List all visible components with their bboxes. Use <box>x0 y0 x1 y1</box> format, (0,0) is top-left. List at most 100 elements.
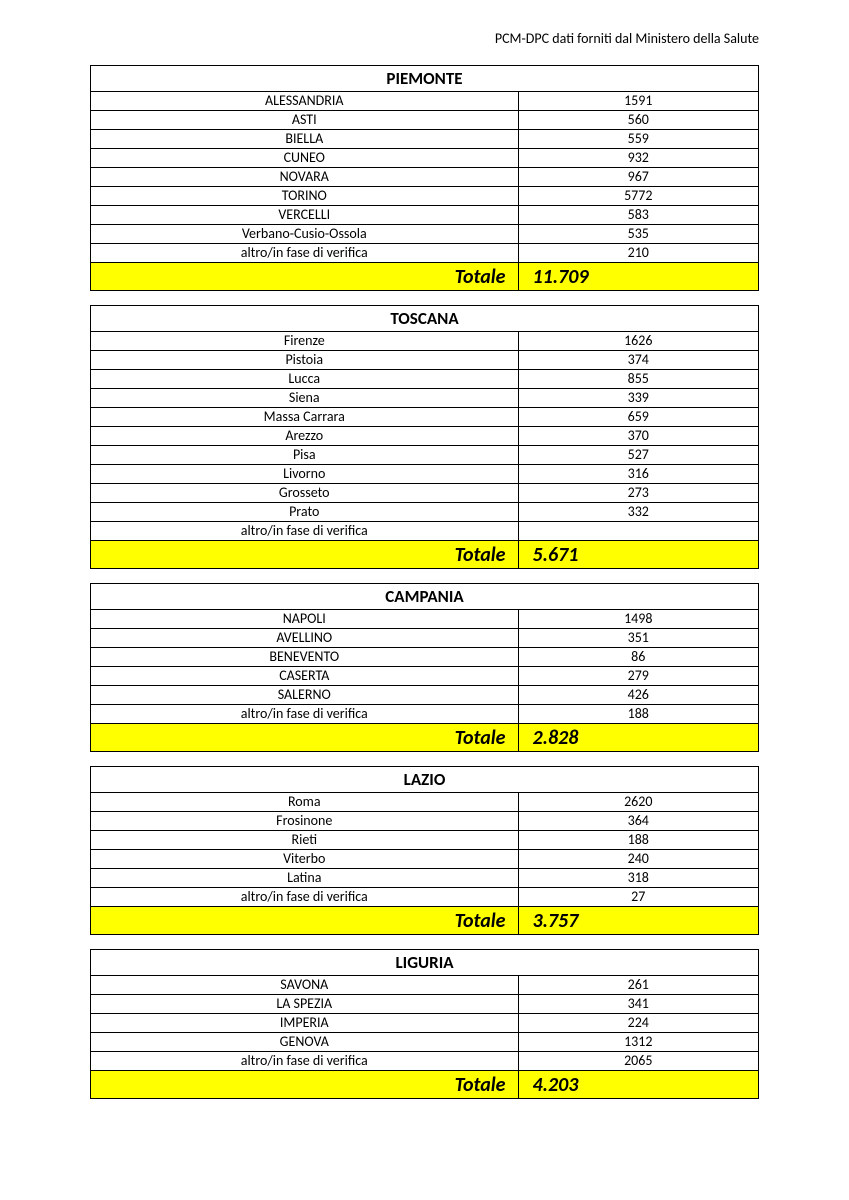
total-value: 2.828 <box>518 724 758 752</box>
province-name: SAVONA <box>91 976 519 995</box>
table-row: Massa Carrara659 <box>91 408 759 427</box>
province-name: Viterbo <box>91 850 519 869</box>
total-label: Totale <box>91 1071 519 1099</box>
table-row: Rieti188 <box>91 831 759 850</box>
table-row: altro/in fase di verifica2065 <box>91 1052 759 1071</box>
province-name: altro/in fase di verifica <box>91 522 519 541</box>
province-name: Lucca <box>91 370 519 389</box>
province-value: 224 <box>518 1014 758 1033</box>
table-row: Latina318 <box>91 869 759 888</box>
total-row: Totale5.671 <box>91 541 759 569</box>
province-name: altro/in fase di verifica <box>91 888 519 907</box>
region-table: LAZIORoma2620Frosinone364Rieti188Viterbo… <box>90 766 759 935</box>
region-table: PIEMONTEALESSANDRIA1591ASTI560BIELLA559C… <box>90 65 759 291</box>
province-name: SALERNO <box>91 686 519 705</box>
table-row: IMPERIA224 <box>91 1014 759 1033</box>
table-row: altro/in fase di verifica <box>91 522 759 541</box>
region-name: LAZIO <box>91 767 759 793</box>
page-header-text: PCM-DPC dati forniti dal Ministero della… <box>90 30 759 47</box>
table-row: NOVARA967 <box>91 168 759 187</box>
province-name: altro/in fase di verifica <box>91 244 519 263</box>
region-header-row: TOSCANA <box>91 306 759 332</box>
table-row: Viterbo240 <box>91 850 759 869</box>
province-value: 559 <box>518 130 758 149</box>
province-name: Firenze <box>91 332 519 351</box>
province-value: 374 <box>518 351 758 370</box>
province-name: VERCELLI <box>91 206 519 225</box>
total-label: Totale <box>91 541 519 569</box>
province-value: 364 <box>518 812 758 831</box>
table-row: ALESSANDRIA1591 <box>91 92 759 111</box>
table-row: Grosseto273 <box>91 484 759 503</box>
province-value: 341 <box>518 995 758 1014</box>
table-row: AVELLINO351 <box>91 629 759 648</box>
total-row: Totale11.709 <box>91 263 759 291</box>
region-name: TOSCANA <box>91 306 759 332</box>
province-value: 27 <box>518 888 758 907</box>
province-value: 370 <box>518 427 758 446</box>
province-value: 339 <box>518 389 758 408</box>
table-row: CASERTA279 <box>91 667 759 686</box>
table-row: Roma2620 <box>91 793 759 812</box>
table-row: GENOVA1312 <box>91 1033 759 1052</box>
province-name: NOVARA <box>91 168 519 187</box>
table-row: Livorno316 <box>91 465 759 484</box>
province-value: 2065 <box>518 1052 758 1071</box>
province-value: 279 <box>518 667 758 686</box>
province-value: 86 <box>518 648 758 667</box>
province-name: CASERTA <box>91 667 519 686</box>
province-name: Massa Carrara <box>91 408 519 427</box>
table-row: BIELLA559 <box>91 130 759 149</box>
province-value: 5772 <box>518 187 758 206</box>
province-value: 426 <box>518 686 758 705</box>
province-name: NAPOLI <box>91 610 519 629</box>
table-row: ASTI560 <box>91 111 759 130</box>
province-name: CUNEO <box>91 149 519 168</box>
tables-container: PIEMONTEALESSANDRIA1591ASTI560BIELLA559C… <box>90 65 759 1099</box>
total-value: 3.757 <box>518 907 758 935</box>
table-row: Firenze1626 <box>91 332 759 351</box>
total-value: 4.203 <box>518 1071 758 1099</box>
total-label: Totale <box>91 724 519 752</box>
province-name: Siena <box>91 389 519 408</box>
province-value: 1591 <box>518 92 758 111</box>
province-value: 332 <box>518 503 758 522</box>
province-name: Livorno <box>91 465 519 484</box>
province-value: 527 <box>518 446 758 465</box>
province-name: Grosseto <box>91 484 519 503</box>
province-value: 351 <box>518 629 758 648</box>
table-row: LA SPEZIA341 <box>91 995 759 1014</box>
total-row: Totale2.828 <box>91 724 759 752</box>
region-name: LIGURIA <box>91 950 759 976</box>
province-value: 583 <box>518 206 758 225</box>
table-row: Verbano-Cusio-Ossola535 <box>91 225 759 244</box>
province-value: 855 <box>518 370 758 389</box>
province-name: AVELLINO <box>91 629 519 648</box>
region-header-row: PIEMONTE <box>91 66 759 92</box>
province-value: 535 <box>518 225 758 244</box>
province-name: Arezzo <box>91 427 519 446</box>
province-value <box>518 522 758 541</box>
region-header-row: CAMPANIA <box>91 584 759 610</box>
table-row: TORINO5772 <box>91 187 759 206</box>
total-label: Totale <box>91 907 519 935</box>
region-name: PIEMONTE <box>91 66 759 92</box>
province-value: 261 <box>518 976 758 995</box>
province-value: 932 <box>518 149 758 168</box>
total-row: Totale3.757 <box>91 907 759 935</box>
table-row: NAPOLI1498 <box>91 610 759 629</box>
province-name: Frosinone <box>91 812 519 831</box>
region-table: CAMPANIANAPOLI1498AVELLINO351BENEVENTO86… <box>90 583 759 752</box>
table-row: Arezzo370 <box>91 427 759 446</box>
province-value: 240 <box>518 850 758 869</box>
province-value: 316 <box>518 465 758 484</box>
table-row: SAVONA261 <box>91 976 759 995</box>
region-header-row: LAZIO <box>91 767 759 793</box>
province-value: 188 <box>518 831 758 850</box>
province-value: 659 <box>518 408 758 427</box>
province-name: Latina <box>91 869 519 888</box>
province-value: 560 <box>518 111 758 130</box>
table-row: Prato332 <box>91 503 759 522</box>
total-value: 11.709 <box>518 263 758 291</box>
region-table: LIGURIASAVONA261LA SPEZIA341IMPERIA224GE… <box>90 949 759 1099</box>
